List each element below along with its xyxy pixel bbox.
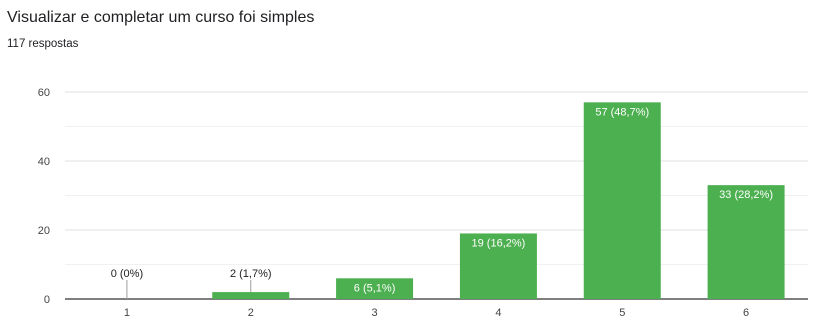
y-tick-label: 0 [44,294,50,306]
gridlines [65,91,808,300]
data-label: 19 (16,2%) [472,237,526,249]
data-label: 33 (28,2%) [719,189,773,201]
data-label: 2 (1,7%) [230,268,272,280]
chart-title: Visualizar e completar um curso foi simp… [7,9,315,26]
bar[interactable] [336,278,414,299]
bar[interactable] [459,233,537,299]
x-tick-label: 2 [248,307,254,319]
x-tick-label: 5 [619,307,625,319]
x-tick-label: 1 [124,307,130,319]
data-labels: 0 (0%) 2 (1,7%) 6 (5,1%) 19 (16,2%) 57 (48,7… [111,106,773,299]
x-tick-label: 3 [372,307,378,319]
bars [212,102,785,299]
y-tick-label: 40 [38,156,50,168]
data-label: 0 (0%) [111,268,143,280]
x-tick-label: 4 [495,307,501,319]
data-label: 6 (5,1%) [354,282,396,294]
bar[interactable] [583,102,661,299]
data-label: 57 (48,7%) [595,106,649,118]
bar[interactable] [212,292,290,299]
x-axis-ticks: 1 2 3 4 5 6 [124,307,749,319]
bar[interactable] [707,185,785,299]
y-axis-ticks: 0 20 40 60 [38,87,50,306]
x-tick-label: 6 [743,307,749,319]
response-count: 117 respostas [7,38,79,50]
y-tick-label: 60 [38,87,50,99]
y-tick-label: 20 [38,225,50,237]
